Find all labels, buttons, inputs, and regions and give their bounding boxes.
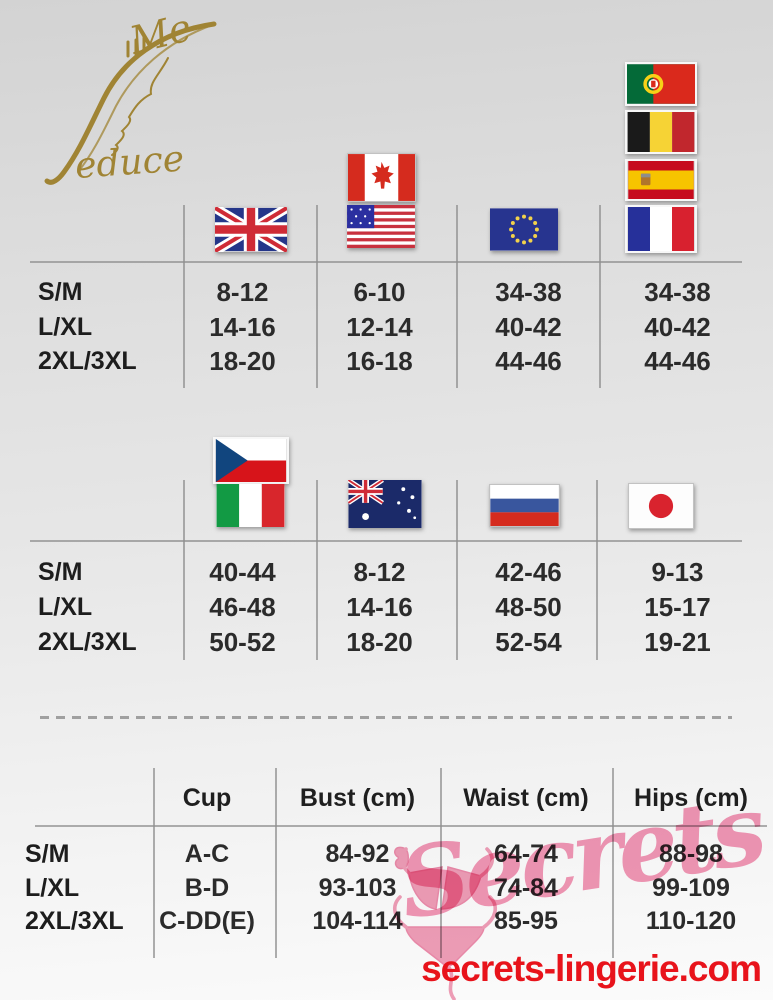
- international-size-table-1: S/M L/XL 2XL/3XL 8-12 14-16 18-20 6-10 1…: [0, 62, 773, 390]
- size-row-label: 2XL/3XL: [38, 628, 137, 656]
- divider: [440, 768, 442, 958]
- size-value-australia: 18-20: [346, 627, 413, 657]
- size-row-label: 2XL/3XL: [25, 907, 124, 935]
- size-value-fr: 34-38: [644, 277, 711, 307]
- size-value-russia: 52-54: [495, 627, 562, 657]
- flag-portugal-icon: [625, 62, 697, 106]
- bust-value: 84-92: [325, 840, 390, 868]
- bikini-lingerie-icon: [388, 834, 508, 1000]
- size-value-uk: 18-20: [209, 346, 276, 376]
- size-row-label: L/XL: [38, 593, 93, 621]
- flag-usa-icon: [347, 205, 415, 248]
- divider: [612, 768, 614, 958]
- waist-value: 85-95: [494, 907, 558, 935]
- size-row-label: S/M: [38, 278, 83, 306]
- cup-value: B-D: [184, 874, 230, 902]
- hips-value: 99-109: [652, 874, 730, 902]
- divider: [35, 825, 767, 827]
- hips-value: 88-98: [659, 840, 723, 868]
- flag-uk-icon: [215, 207, 287, 252]
- size-value-italy: 46-48: [209, 592, 276, 622]
- divider: [599, 205, 601, 388]
- divider: [316, 205, 318, 388]
- bust-value: 104-114: [312, 907, 403, 935]
- flag-canada-icon: [347, 153, 416, 202]
- size-value-fr: 40-42: [644, 312, 711, 342]
- divider: [183, 205, 185, 388]
- hips-value: 110-120: [645, 907, 737, 935]
- brand-logo: Me educe: [16, 4, 231, 204]
- size-value-usa: 16-18: [346, 346, 413, 376]
- column-header-waist: Waist (cm): [463, 784, 589, 812]
- size-row-label: 2XL/3XL: [38, 347, 137, 375]
- divider: [30, 261, 742, 263]
- size-value-japan: 19-21: [644, 627, 711, 657]
- logo-word-me: Me: [125, 5, 196, 63]
- cup-value: A-C: [184, 840, 230, 868]
- flag-eu-icon: [490, 208, 558, 251]
- size-value-uk: 14-16: [209, 312, 276, 342]
- flag-belgium-icon: [625, 110, 697, 154]
- waist-value: 64-74: [494, 840, 558, 868]
- flag-japan-icon: [628, 483, 694, 529]
- international-size-table-2: S/M L/XL 2XL/3XL 40-44 46-48 50-52 8-12 …: [0, 437, 773, 665]
- divider: [456, 480, 458, 660]
- divider: [30, 540, 742, 542]
- size-value-eu: 40-42: [495, 312, 562, 342]
- size-value-eu: 34-38: [495, 277, 562, 307]
- size-value-australia: 8-12: [353, 557, 406, 587]
- bust-value: 93-103: [318, 874, 397, 902]
- column-header-bust: Bust (cm): [299, 784, 416, 812]
- size-value-japan: 9-13: [651, 557, 704, 587]
- flag-russia-icon: [489, 484, 560, 527]
- cup-value: C-DD(E): [159, 907, 255, 935]
- feather-face-logo-art: Me educe: [44, 5, 217, 187]
- size-value-usa: 6-10: [353, 277, 406, 307]
- waist-value: 74-84: [494, 874, 558, 902]
- size-row-label: L/XL: [38, 313, 93, 341]
- flag-france-icon: [625, 205, 697, 253]
- size-value-japan: 15-17: [644, 592, 711, 622]
- size-value-eu: 44-46: [495, 346, 562, 376]
- website-watermark: secrets-lingerie.com: [421, 948, 762, 989]
- size-value-russia: 42-46: [495, 557, 562, 587]
- size-value-russia: 48-50: [495, 592, 562, 622]
- column-header-hips: Hips (cm): [634, 784, 748, 812]
- size-row-label: S/M: [25, 840, 70, 868]
- size-value-italy: 40-44: [209, 557, 276, 587]
- logo-word-educe: educe: [74, 138, 186, 187]
- flag-spain-icon: [625, 159, 697, 201]
- divider: [183, 480, 185, 660]
- flag-czech-republic-icon: [213, 437, 289, 484]
- flag-italy-icon: [216, 484, 285, 527]
- dashed-divider: [40, 716, 732, 719]
- divider: [596, 480, 598, 660]
- divider: [316, 480, 318, 660]
- size-value-uk: 8-12: [216, 277, 269, 307]
- flag-australia-icon: [348, 480, 422, 528]
- divider: [275, 768, 277, 958]
- divider: [456, 205, 458, 388]
- size-value-australia: 14-16: [346, 592, 413, 622]
- size-row-label: S/M: [38, 558, 83, 586]
- size-value-italy: 50-52: [209, 627, 276, 657]
- divider: [153, 768, 155, 958]
- size-row-label: L/XL: [25, 874, 80, 902]
- size-value-fr: 44-46: [644, 346, 711, 376]
- measurements-table: Cup Bust (cm) Waist (cm) Hips (cm) S/M L…: [0, 740, 773, 965]
- size-value-usa: 12-14: [346, 312, 413, 342]
- column-header-cup: Cup: [182, 784, 232, 812]
